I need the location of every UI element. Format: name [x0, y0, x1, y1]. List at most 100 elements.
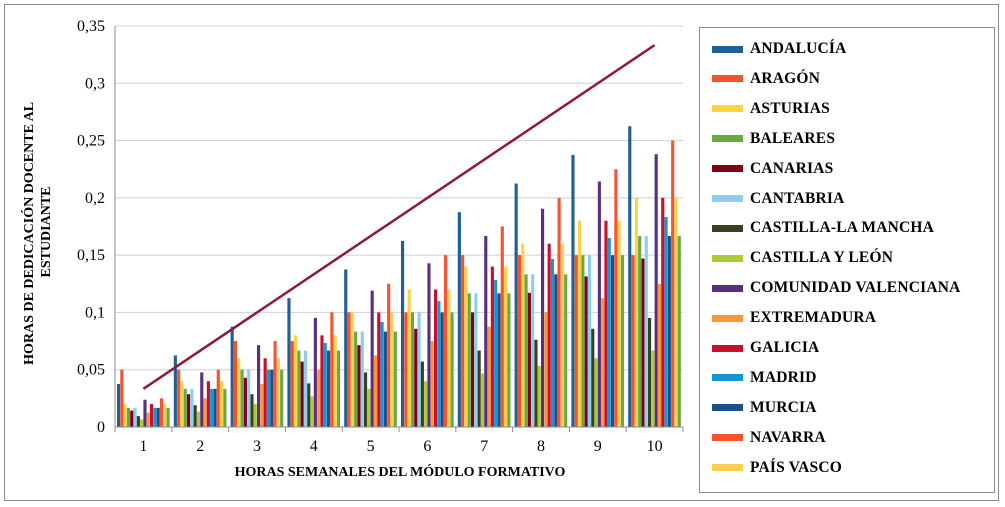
bar: [336, 350, 341, 427]
bar: [550, 258, 555, 427]
bar: [130, 410, 134, 427]
x-tick-label: 6: [423, 438, 431, 455]
y-axis-title-line-1: HORAS DE DEDICACIÓN DOCENTE AL: [20, 102, 37, 365]
bar: [424, 381, 428, 427]
legend-label: NAVARRA: [750, 428, 826, 446]
bar: [527, 292, 531, 427]
legend-label: ASTURIAS: [750, 99, 830, 117]
legend-label: CASTILLA Y LEÓN: [750, 249, 894, 267]
x-tick-label: 7: [480, 438, 488, 455]
bar: [617, 220, 621, 427]
bar: [156, 407, 160, 427]
bar: [387, 283, 391, 427]
bar: [193, 405, 197, 427]
legend-swatch: [712, 374, 743, 382]
bar: [183, 388, 187, 427]
bar: [310, 396, 314, 427]
bar: [521, 243, 525, 427]
bar: [140, 419, 144, 427]
legend: ANDALUCÍA ARAGÓN ASTURIAS BALEARES CANARIAS C…: [699, 27, 995, 493]
bar: [200, 372, 204, 427]
bar: [474, 293, 478, 427]
bar: [514, 183, 518, 427]
bar: [364, 372, 368, 427]
bar: [657, 283, 662, 427]
bar: [393, 331, 397, 427]
bar: [377, 312, 381, 427]
bar: [500, 226, 504, 427]
bar: [270, 369, 274, 427]
legend-item: ANDALUCÍA: [712, 34, 847, 64]
bar: [497, 293, 501, 427]
chart-frame: 0 0,05 0,1 0,15 0,2 0,25 0,3 0,35 1 2 3 4 5 6 7 8 9 10 HO…: [4, 4, 999, 501]
bar: [634, 197, 638, 427]
y-tick-label: 0,3: [85, 75, 105, 92]
x-tick-label: 9: [594, 438, 602, 455]
legend-item: EXTREMADURA: [712, 303, 876, 333]
bar: [123, 404, 127, 427]
legend-item: PAÍS VASCO: [712, 453, 842, 483]
bar: [631, 255, 635, 427]
bar: [407, 289, 411, 427]
x-tick-label: 8: [537, 438, 545, 455]
y-axis-title-line-2: ESTUDIANTE: [39, 186, 54, 277]
legend-swatch: [712, 224, 743, 232]
legend-swatch: [712, 105, 743, 113]
bar: [557, 197, 561, 427]
bar: [280, 369, 284, 427]
legend-item: CANTABRIA: [712, 184, 845, 214]
bar: [611, 255, 615, 427]
x-tick-label: 2: [196, 438, 204, 455]
bar: [541, 208, 545, 427]
bar: [373, 355, 378, 427]
bar: [250, 394, 254, 427]
bar: [344, 269, 348, 427]
bar: [116, 384, 121, 427]
bar: [253, 404, 257, 427]
bar: [317, 369, 321, 427]
bar: [467, 293, 471, 427]
bar: [330, 312, 334, 427]
bar: [480, 373, 485, 427]
bar: [628, 126, 632, 427]
legend-item: MADRID: [712, 363, 817, 393]
bar: [173, 355, 177, 427]
bar: [664, 216, 668, 427]
bar: [587, 255, 592, 427]
axes: 0 0,05 0,1 0,15 0,2 0,25 0,3 0,35 1 2 3 4 5 6 7 8 9 10: [77, 18, 684, 455]
bar: [574, 255, 578, 427]
legend-item: NAVARRA: [712, 423, 826, 453]
bar: [560, 243, 564, 427]
bar: [661, 197, 665, 427]
legend-swatch: [712, 464, 743, 472]
bar: [300, 361, 304, 427]
bar: [237, 358, 241, 427]
x-axis-title: HORAS SEMANALES DEL MÓDULO FORMATIVO: [235, 463, 566, 480]
bar: [360, 331, 364, 427]
bar: [320, 335, 324, 427]
bar: [367, 388, 371, 427]
bar: [293, 335, 298, 427]
legend-item: CASTILLA Y LEÓN: [712, 243, 893, 273]
bar: [177, 369, 181, 427]
legend-swatch: [712, 135, 743, 143]
bar: [263, 358, 267, 427]
bar: [430, 341, 434, 427]
bar: [163, 404, 167, 427]
bar: [494, 280, 498, 427]
bar: [667, 236, 671, 427]
bar: [674, 197, 678, 427]
bar: [544, 312, 548, 427]
x-tick-label: 10: [647, 438, 663, 455]
legend-swatch: [712, 75, 743, 83]
bar: [150, 404, 154, 427]
bar: [240, 369, 244, 427]
legend-item: ASTURIAS: [712, 94, 830, 124]
bar: [380, 321, 384, 427]
bar: [437, 300, 441, 427]
bar: [210, 388, 214, 427]
bar: [357, 345, 361, 427]
bar: [450, 312, 454, 427]
trend-line-layer: [142, 44, 656, 390]
legend-swatch: [712, 254, 743, 262]
